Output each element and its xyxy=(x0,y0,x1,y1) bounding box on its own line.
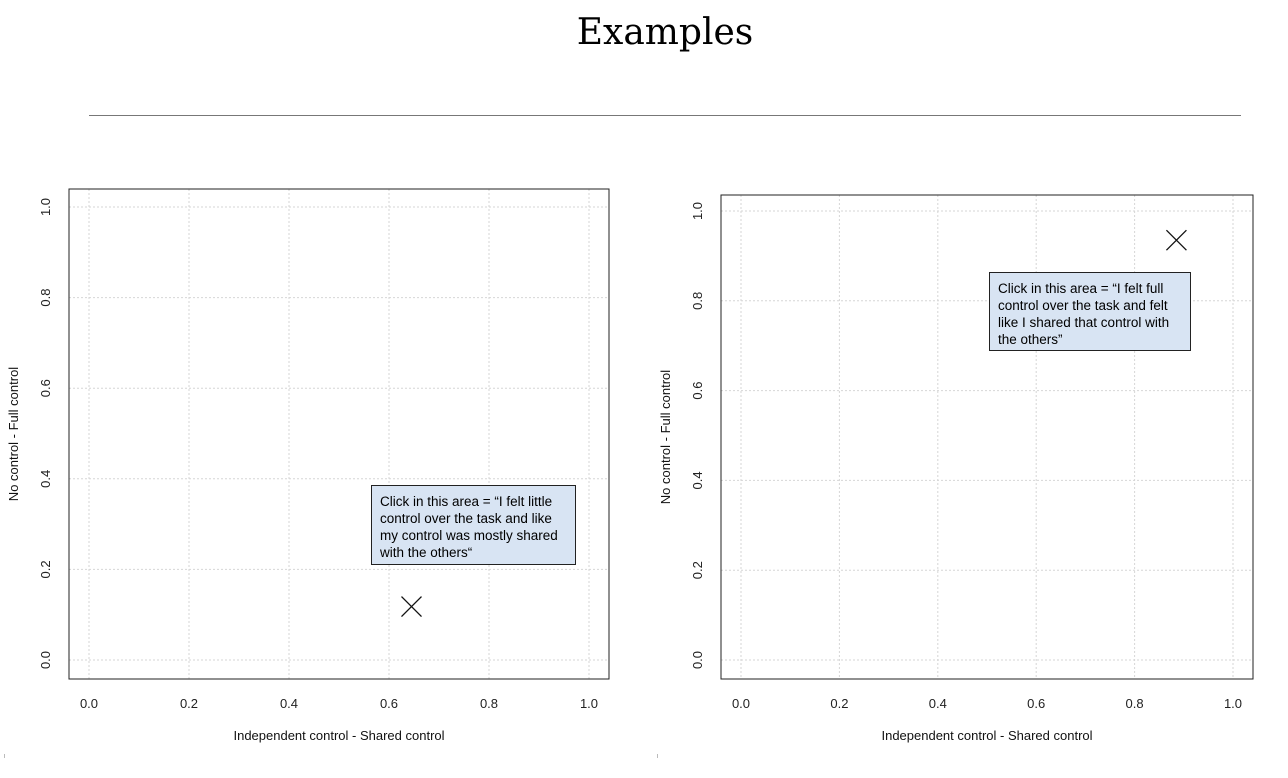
corner-mark-left xyxy=(4,754,5,758)
x-tick-label: 1.0 xyxy=(580,696,598,711)
y-tick-label: 0.8 xyxy=(38,289,53,307)
x-tick-label: 0.0 xyxy=(80,696,98,711)
y-tick-label: 0.6 xyxy=(690,382,705,400)
y-axis-title: No control - Full control xyxy=(6,367,21,501)
x-marker-stroke xyxy=(1165,229,1187,251)
y-tick-label: 0.4 xyxy=(690,471,705,489)
x-tick-label: 0.0 xyxy=(732,696,750,711)
page-title: Examples xyxy=(576,12,754,53)
x-tick-label: 0.2 xyxy=(180,696,198,711)
plot-frame xyxy=(720,194,1254,680)
x-tick-label: 1.0 xyxy=(1224,696,1242,711)
data-point-x-marker xyxy=(401,596,422,618)
y-tick-label: 1.0 xyxy=(690,202,705,220)
plot-frame xyxy=(68,188,610,680)
y-tick-label: 0.0 xyxy=(690,651,705,669)
y-tick-label: 0.2 xyxy=(38,560,53,578)
x-tick-label: 0.6 xyxy=(1027,696,1045,711)
x-axis-title: Independent control - Shared control xyxy=(881,728,1092,743)
x-tick-label: 0.8 xyxy=(1126,696,1144,711)
x-tick-label: 0.8 xyxy=(480,696,498,711)
callout-left: Click in this area = “I felt little cont… xyxy=(371,485,576,565)
y-tick-label: 0.2 xyxy=(690,561,705,579)
title-divider xyxy=(89,115,1241,116)
y-axis-title: No control - Full control xyxy=(658,370,673,504)
x-tick-label: 0.6 xyxy=(380,696,398,711)
corner-mark-right xyxy=(657,754,658,758)
callout-right: Click in this area = “I felt full contro… xyxy=(989,272,1191,351)
y-tick-label: 0.0 xyxy=(38,651,53,669)
x-axis-title: Independent control - Shared control xyxy=(233,728,444,743)
y-tick-label: 0.4 xyxy=(38,470,53,488)
y-tick-label: 0.8 xyxy=(690,292,705,310)
y-tick-label: 1.0 xyxy=(38,198,53,216)
x-tick-label: 0.4 xyxy=(280,696,298,711)
y-tick-label: 0.6 xyxy=(38,379,53,397)
x-tick-label: 0.2 xyxy=(830,696,848,711)
x-marker-stroke xyxy=(401,596,422,618)
data-point-x-marker xyxy=(1165,229,1187,251)
x-tick-label: 0.4 xyxy=(929,696,947,711)
